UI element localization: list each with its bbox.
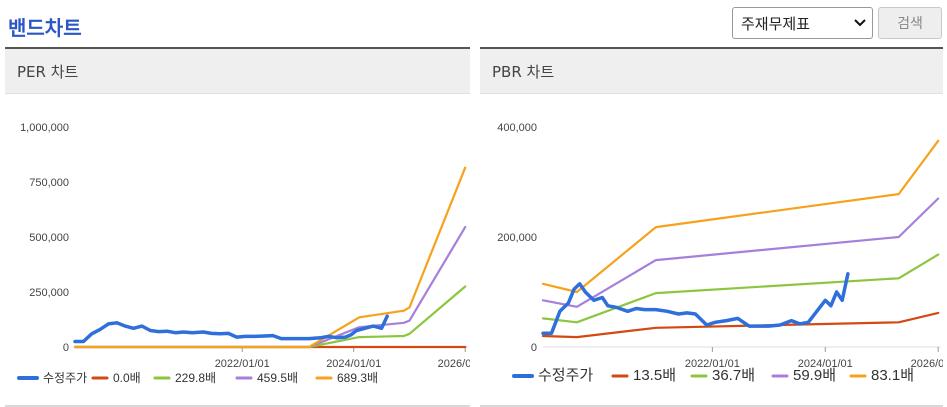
x-tick-label: 2022/01/01 [685,358,740,370]
y-tick-label: 0 [531,342,537,354]
y-tick-label: 250,000 [29,287,69,299]
statement-type-select[interactable]: 주재무제표 [732,7,873,39]
y-tick-label: 500,000 [29,232,69,244]
x-tick-label: 2024/01/01 [798,358,853,370]
y-tick-label: 400,000 [497,122,537,134]
legend-item-band3[interactable]: 459.5배 [235,371,298,385]
pbr-chart-panel: PBR 차트 400,000 200,000 0 2022/01/01 2024/01/… [480,47,943,407]
legend-label: 13.5배 [633,367,676,384]
legend-item-band1[interactable]: 13.5배 [611,367,676,384]
x-tick-label: 2026/01/01 [438,358,470,370]
series-line-band4 [73,166,467,349]
x-tick-label: 2024/01/01 [326,358,381,370]
legend-label: 59.9배 [793,367,836,384]
per-chart-panel: PER 차트 1,000,000 750,000 500,000 250,000 0 20… [5,47,470,407]
pbr-chart: 400,000 200,000 0 2022/01/01 2024/01/01 2026/… [497,122,943,384]
legend-label: 459.5배 [257,371,298,385]
legend-label: 수정주가 [43,371,87,385]
legend-item-band4[interactable]: 689.3배 [315,371,378,385]
series-line-band2 [73,285,467,349]
series-line-band1 [541,311,940,339]
legend-item-band1[interactable]: 0.0배 [91,371,141,385]
series-line-band2 [541,253,940,324]
per-chart: 1,000,000 750,000 500,000 250,000 0 2022/01/0… [17,122,470,385]
statement-type-value: 주재무제표 [741,14,811,33]
page-title: 밴드차트 [8,16,82,40]
panel-divider [5,405,470,407]
pbr-chart-title: PBR 차트 [480,47,943,94]
y-tick-label: 200,000 [497,232,537,244]
per-chart-title: PER 차트 [5,47,470,94]
chevron-down-icon [854,16,866,30]
y-tick-label: 0 [63,342,69,354]
panel-divider [480,405,943,407]
search-button[interactable]: 검색 [878,7,942,39]
legend-item-price[interactable]: 수정주가 [512,367,593,384]
x-tick-label: 2022/01/01 [215,358,270,370]
legend-item-band2[interactable]: 229.8배 [153,371,216,385]
series-line-price [541,272,850,336]
legend-item-band2[interactable]: 36.7배 [690,367,755,384]
legend-item-price[interactable]: 수정주가 [17,371,87,385]
legend-label: 83.1배 [871,367,914,384]
x-tick-label: 2026/01/01 [911,358,943,370]
legend-label: 36.7배 [712,367,755,384]
legend-label: 229.8배 [175,371,216,385]
legend-item-band4[interactable]: 83.1배 [849,367,914,384]
y-tick-label: 1,000,000 [20,122,69,134]
toolbar: 주재무제표 검색 [732,7,942,39]
legend-label: 689.3배 [337,371,378,385]
y-tick-label: 750,000 [29,177,69,189]
legend-item-band3[interactable]: 59.9배 [771,367,836,384]
series-line-band4 [541,139,940,294]
legend-label: 수정주가 [538,367,593,384]
legend-label: 0.0배 [113,371,141,385]
series-line-price [73,314,389,344]
